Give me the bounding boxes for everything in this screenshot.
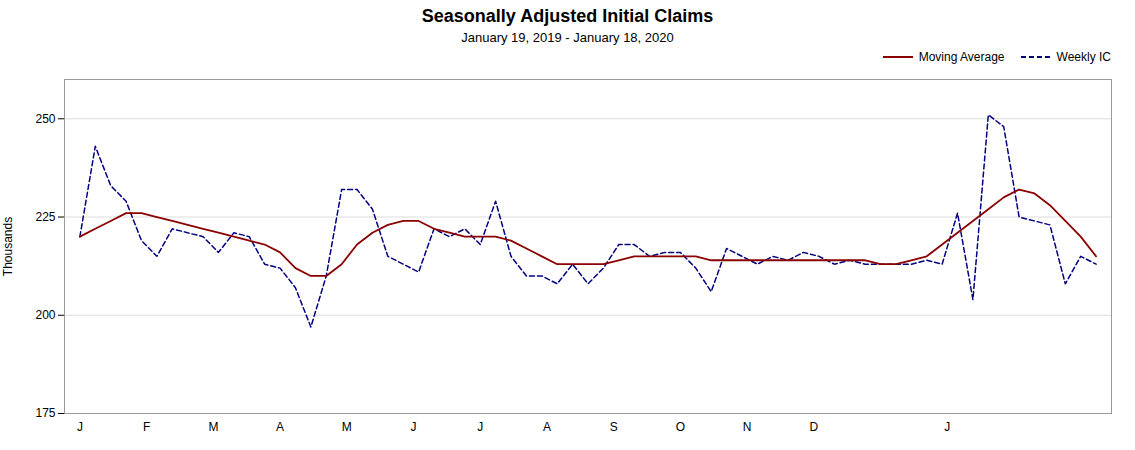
svg-text:M: M [208, 420, 218, 434]
svg-text:A: A [276, 420, 284, 434]
svg-text:J: J [411, 420, 417, 434]
svg-text:A: A [543, 420, 551, 434]
svg-text:M: M [342, 420, 352, 434]
html-text:January 19, 2019 - January 18,: January 19, 2019 - January 18, 2020 [461, 30, 674, 45]
html-text:Seasonally Adjusted Initial Cl: Seasonally Adjusted Initial Claims [421, 6, 714, 26]
svg-text:D: D [810, 420, 819, 434]
html-text:Moving Average: Moving Average [918, 50, 1005, 64]
svg-text:225: 225 [35, 210, 55, 224]
svg-text:F: F [143, 420, 150, 434]
html-text:Weekly IC: Weekly IC [1056, 50, 1111, 64]
svg-text:J: J [77, 420, 83, 434]
svg-text:200: 200 [35, 308, 55, 322]
svg-text:O: O [676, 420, 685, 434]
svg-text:N: N [743, 420, 752, 434]
svg-text:S: S [610, 420, 618, 434]
svg-text:J: J [944, 420, 950, 434]
svg-text:250: 250 [35, 112, 55, 126]
svg-text:175: 175 [35, 406, 55, 420]
svg-text:Thousands: Thousands [1, 217, 15, 276]
svg-text:J: J [477, 420, 483, 434]
